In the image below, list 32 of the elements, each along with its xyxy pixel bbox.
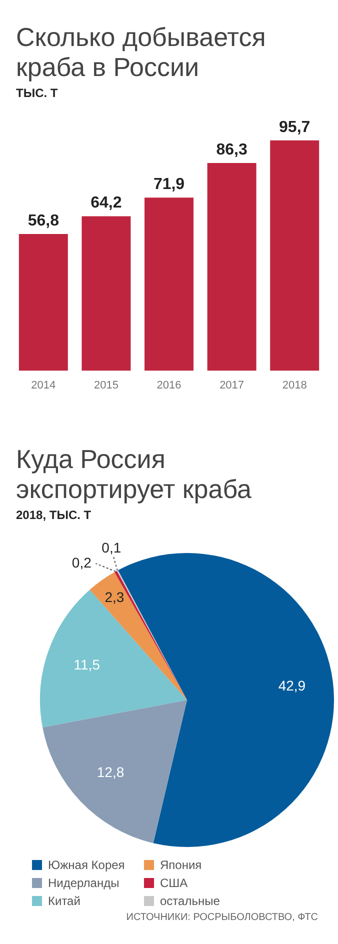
bar [144,198,194,371]
data-label: 2,3 [104,589,124,606]
bar [82,216,131,371]
data-label: 0,1 [102,539,122,556]
data-label: 12,8 [96,764,124,780]
legend-label: Китай [48,894,80,908]
chart-title: Куда Россия экспортирует краба [15,444,252,504]
data-label: 71,9 [153,176,185,194]
chart-subtitle: ТЫС. Т [15,85,59,100]
x-tick-label: 2017 [220,379,244,392]
text: ИСТОЧНИКИ: РОСРЫБОЛОВСТВО, ФТС [125,912,319,923]
data-label: 56,8 [28,212,60,230]
data-label: 64,2 [90,194,122,212]
legend-label: Южная Корея [48,858,125,872]
x-tick-label: 2014 [31,379,56,392]
data-label: 95,7 [279,118,310,136]
data-label: 42,9 [278,677,306,694]
legend-label: Нидерланды [48,876,120,890]
data-label: 11,5 [74,656,100,673]
legend-label: остальные [160,894,220,908]
legend-label: Япония [160,858,202,872]
chart-subtitle: 2018, ТЫС. Т [15,507,92,522]
bar [270,140,320,371]
x-tick-label: 2015 [94,379,118,392]
legend-label: США [160,876,188,890]
bar [18,234,68,371]
data-label: 86,3 [216,141,248,158]
x-tick-label: 2016 [156,379,182,392]
bar [207,162,256,371]
chart-title: Сколько добывается краба в России [15,22,267,82]
x-tick-label: 2018 [282,379,307,392]
data-label: 0,2 [72,554,92,570]
